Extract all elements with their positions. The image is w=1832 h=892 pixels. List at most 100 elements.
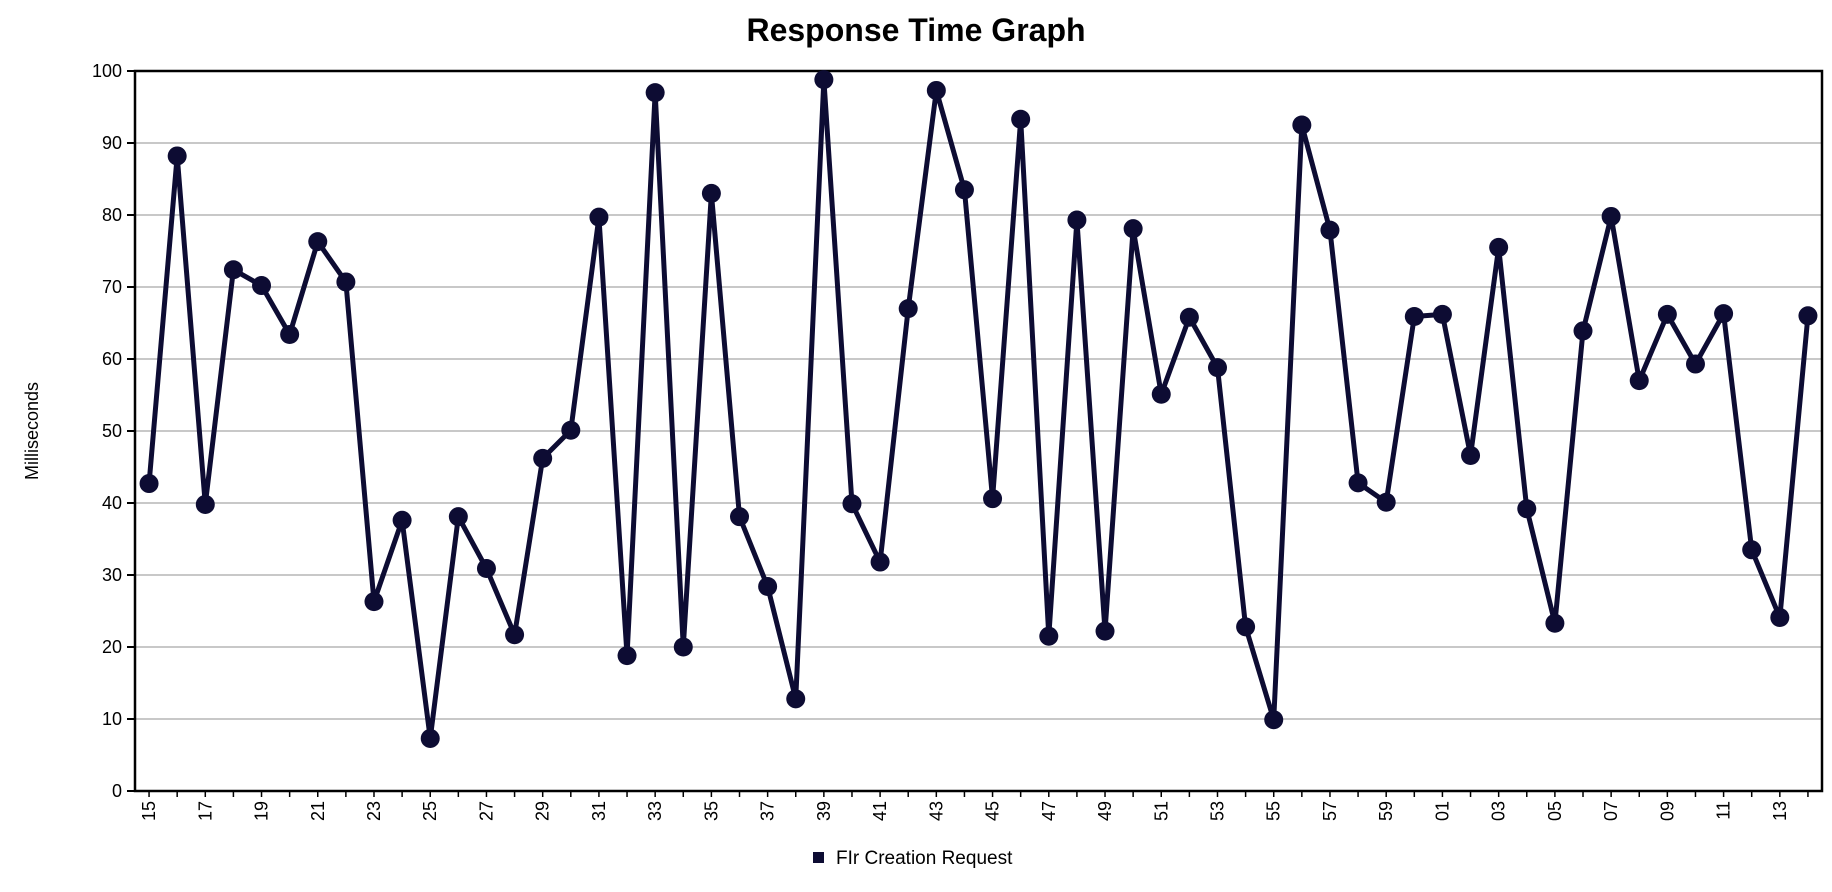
data-point: [448, 507, 468, 527]
x-tick-label: 55: [1264, 801, 1284, 821]
y-tick-label: 80: [102, 205, 122, 225]
chart-title: Response Time Graph: [746, 12, 1085, 48]
x-tick-label: 25: [420, 801, 440, 821]
data-point: [898, 299, 918, 319]
data-point: [983, 489, 1003, 509]
data-point: [1545, 613, 1565, 633]
x-tick-label: 41: [870, 801, 890, 821]
x-tick-label: 23: [364, 801, 384, 821]
x-tick-label: 05: [1545, 801, 1565, 821]
data-point: [730, 507, 750, 527]
x-tick-label: 01: [1432, 801, 1452, 821]
data-point: [533, 448, 553, 468]
data-point: [392, 510, 412, 530]
x-tick-label: 03: [1489, 801, 1509, 821]
data-point: [167, 146, 187, 166]
data-point: [223, 260, 243, 280]
data-point: [505, 625, 525, 645]
data-point: [814, 70, 834, 90]
x-tick-label: 59: [1376, 801, 1396, 821]
data-point: [1292, 115, 1312, 135]
data-point: [1798, 306, 1818, 326]
data-point: [842, 494, 862, 514]
y-tick-label: 20: [102, 637, 122, 657]
x-tick-label: 49: [1095, 801, 1115, 821]
x-tick-label: 57: [1320, 801, 1340, 821]
plot-frame: [133, 69, 1824, 793]
data-point: [1151, 384, 1171, 404]
x-tick-label: 33: [645, 801, 665, 821]
data-point: [476, 559, 496, 579]
data-point: [673, 637, 693, 657]
data-point: [1573, 321, 1593, 341]
data-point: [364, 592, 384, 612]
y-tick-label: 90: [102, 133, 122, 153]
x-axis-ticks: 15 17 19 21 23 25 27 29 31 33 35 37 39 41 43 45 47 49 51 53…: [139, 791, 1809, 821]
x-tick-label: 19: [252, 801, 272, 821]
x-tick-label: 35: [701, 801, 721, 821]
y-tick-label: 100: [92, 61, 122, 81]
series-layer: [139, 70, 1818, 748]
data-point: [758, 577, 778, 597]
data-point: [252, 276, 272, 296]
data-point: [1770, 607, 1790, 627]
data-point: [589, 207, 609, 227]
data-point: [1517, 499, 1537, 519]
data-point: [1629, 371, 1649, 391]
data-point: [1461, 445, 1481, 465]
x-tick-label: 47: [1039, 801, 1059, 821]
data-point: [336, 272, 356, 292]
data-point: [1348, 473, 1368, 493]
x-tick-label: 29: [533, 801, 553, 821]
y-tick-label: 0: [112, 781, 122, 801]
data-point: [420, 728, 440, 748]
data-point: [195, 494, 215, 514]
data-point: [1207, 358, 1227, 378]
y-tick-label: 60: [102, 349, 122, 369]
data-point: [645, 83, 665, 103]
data-point: [1432, 304, 1452, 324]
x-tick-label: 43: [926, 801, 946, 821]
data-point: [701, 183, 721, 203]
legend-swatch: [813, 852, 824, 863]
data-point: [1179, 307, 1199, 327]
x-tick-label: 21: [308, 801, 328, 821]
data-point: [1742, 540, 1762, 560]
y-tick-label: 50: [102, 421, 122, 441]
x-tick-label: 37: [758, 801, 778, 821]
data-point: [280, 325, 300, 345]
x-tick-label: 45: [983, 801, 1003, 821]
series-line: [146, 77, 1811, 741]
data-point: [786, 689, 806, 709]
x-tick-label: 27: [476, 801, 496, 821]
data-point: [1489, 237, 1509, 257]
data-point: [1320, 220, 1340, 240]
data-point: [561, 420, 581, 440]
x-tick-label: 53: [1207, 801, 1227, 821]
x-tick-label: 17: [195, 801, 215, 821]
data-point: [926, 80, 946, 100]
data-point: [1123, 219, 1143, 239]
y-tick-label: 10: [102, 709, 122, 729]
data-point: [1264, 710, 1284, 730]
y-tick-label: 30: [102, 565, 122, 585]
x-tick-label: 11: [1714, 801, 1734, 820]
x-tick-label: 15: [139, 801, 159, 821]
grid-lines: [135, 142, 1822, 720]
x-tick-label: 07: [1601, 801, 1621, 821]
data-point: [1011, 109, 1031, 129]
data-point: [1039, 626, 1059, 646]
x-tick-label: 13: [1770, 801, 1790, 821]
data-point: [1601, 206, 1621, 226]
x-tick-label: 39: [814, 801, 834, 821]
data-point: [954, 180, 974, 200]
y-tick-label: 40: [102, 493, 122, 513]
y-axis-label: Milliseconds: [22, 382, 42, 480]
data-point: [1095, 621, 1115, 641]
data-point: [308, 232, 328, 252]
data-point: [1404, 307, 1424, 327]
y-axis-ticks: 0 10 20 30 40 50 60 70 80 90 100: [92, 61, 135, 801]
y-tick-label: 70: [102, 277, 122, 297]
